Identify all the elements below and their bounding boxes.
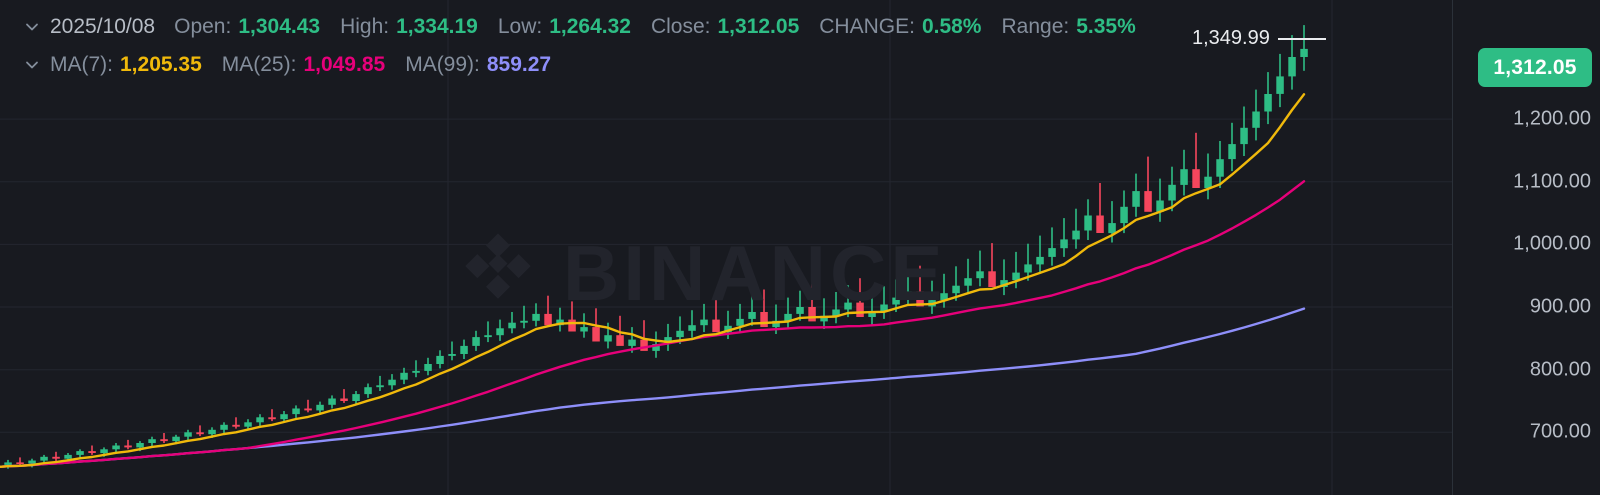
legend-close-label: Close: [650, 15, 711, 38]
legend-open-value: 1,304.43 [238, 15, 321, 38]
price-axis[interactable]: 1,312.05 1,200.00 1,100.00 1,000.00 900.00 8… [1452, 0, 1600, 495]
legend-ma99-value: 859.27 [486, 53, 552, 76]
chart-plot-area[interactable] [0, 0, 1452, 495]
price-tick-900: 900.00 [1529, 295, 1591, 318]
chevron-down-icon[interactable] [24, 57, 40, 73]
annotation-leader-line [1277, 37, 1326, 40]
legend-low-value: 1,264.32 [549, 15, 631, 38]
legend-change-label: CHANGE: [819, 15, 915, 38]
legend-close-value: 1,312.05 [717, 15, 800, 38]
period-high-value: 1,349.99 [1192, 27, 1270, 49]
price-tick-1100: 1,100.00 [1513, 170, 1591, 193]
legend-ma7-label: MA(7): [50, 53, 113, 76]
price-tick-1200: 1,200.00 [1513, 107, 1591, 130]
current-price-badge[interactable]: 1,312.05 [1478, 48, 1592, 87]
legend-ma99-label: MA(99): [405, 53, 480, 76]
legend-ma-row: MA(7): 1,205.35 MA(25): 1,049.85 MA(99):… [24, 50, 1136, 80]
legend-change-value: 0.58% [921, 15, 982, 38]
price-tick-1000: 1,000.00 [1513, 232, 1591, 255]
legend-high-value: 1,334.19 [396, 15, 478, 38]
legend-date: 2025/10/08 [50, 15, 156, 38]
price-tick-700: 700.00 [1529, 420, 1591, 443]
legend-range-label: Range: [1001, 15, 1070, 38]
legend-ma25-value: 1,049.85 [303, 53, 386, 76]
period-high-annotation: 1,349.99 [1192, 27, 1326, 50]
legend-ohlc-row: 2025/10/08 Open: 1,304.43 High: 1,334.19… [24, 12, 1136, 42]
chevron-down-icon[interactable] [24, 19, 40, 35]
legend-open-label: Open: [174, 15, 232, 38]
legend-ma7-value: 1,205.35 [120, 53, 202, 76]
legend-high-label: High: [340, 15, 390, 38]
chart-legend: 2025/10/08 Open: 1,304.43 High: 1,334.19… [0, 0, 1136, 80]
legend-range-value: 5.35% [1076, 15, 1136, 38]
candlestick-svg [0, 0, 1452, 495]
price-tick-800: 800.00 [1529, 358, 1591, 381]
legend-low-label: Low: [497, 15, 543, 38]
legend-ma25-label: MA(25): [221, 53, 297, 76]
